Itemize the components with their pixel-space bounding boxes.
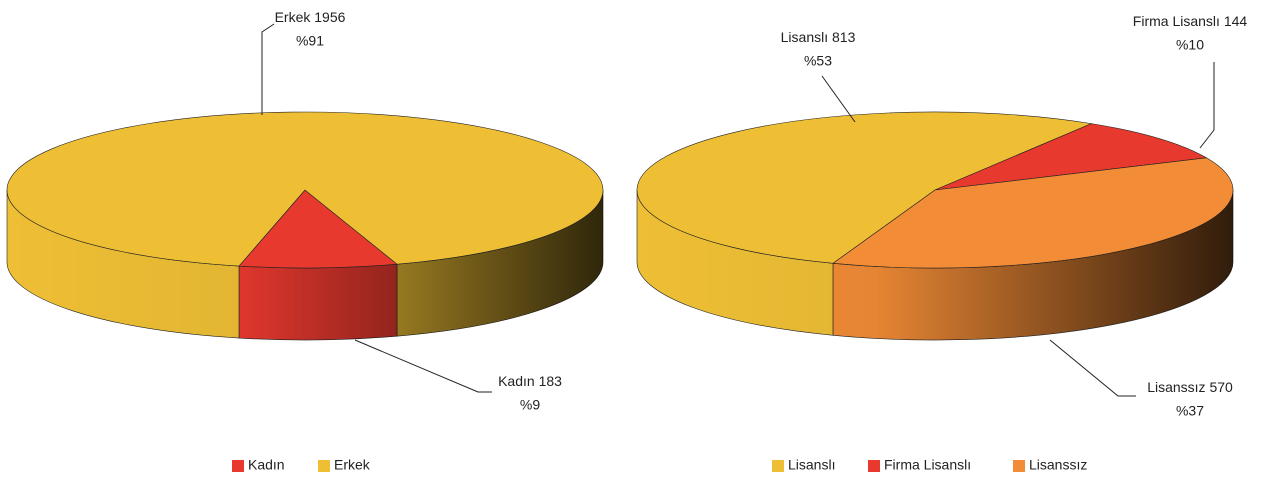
legend-swatch <box>318 460 330 472</box>
label-value: 144 <box>1224 13 1248 29</box>
pie-slice <box>238 189 398 269</box>
leader-line <box>1049 339 1136 397</box>
leader-line <box>1199 62 1215 149</box>
pie-slice <box>6 111 604 267</box>
label-value: 570 <box>1209 379 1233 395</box>
data-label: Erkek 1956 <box>275 9 346 25</box>
side-shade <box>637 190 1233 340</box>
side-shade <box>7 190 603 340</box>
legend-label: Kadın <box>248 457 285 473</box>
percent-label: %10 <box>1176 37 1204 53</box>
legend-swatch <box>772 460 784 472</box>
label-category: Lisanssız <box>1147 379 1205 395</box>
legend-label: Lisanslı <box>788 457 835 473</box>
data-label: Lisanssız 570 <box>1147 379 1233 395</box>
label-category: Lisanslı <box>781 29 828 45</box>
label-category: Firma Lisanslı <box>1133 13 1220 29</box>
pie-slice <box>934 123 1208 191</box>
percent-label: %9 <box>520 397 540 413</box>
pie-slice <box>636 111 1093 264</box>
legend-label: Firma Lisanslı <box>884 457 971 473</box>
percent-label: %91 <box>296 33 324 49</box>
legend-swatch <box>868 460 880 472</box>
label-value: 813 <box>832 29 856 45</box>
data-label: Lisanslı 813 <box>781 29 856 45</box>
pie-slice <box>832 157 1234 269</box>
legend-swatch <box>1013 460 1025 472</box>
legend-swatch <box>232 460 244 472</box>
legend-label: Lisanssız <box>1029 457 1087 473</box>
label-category: Kadın <box>498 373 535 389</box>
leader-line <box>354 339 492 393</box>
percent-label: %37 <box>1176 403 1204 419</box>
leader-line <box>261 23 275 115</box>
data-label: Firma Lisanslı 144 <box>1133 13 1248 29</box>
label-value: 1956 <box>314 9 345 25</box>
label-category: Erkek <box>275 9 312 25</box>
percent-label: %53 <box>804 53 832 69</box>
label-value: 183 <box>539 373 563 389</box>
data-label: Kadın 183 <box>498 373 562 389</box>
legend-label: Erkek <box>334 457 371 473</box>
leader-line <box>821 75 856 123</box>
